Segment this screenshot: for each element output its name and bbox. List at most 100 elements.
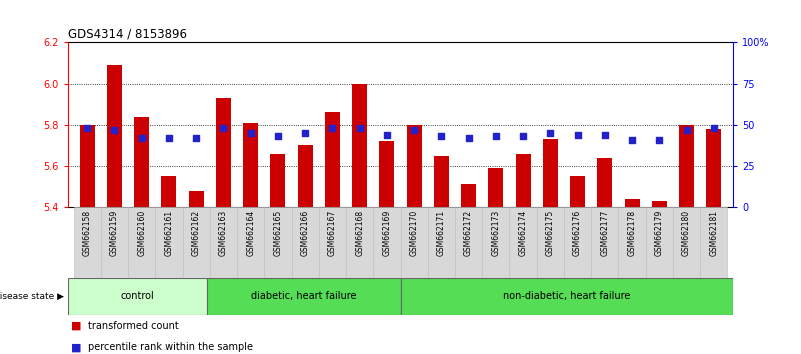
Bar — [134, 116, 149, 207]
Bar — [155, 207, 183, 278]
Point — [626, 137, 638, 142]
Bar — [400, 278, 733, 315]
Bar — [537, 207, 564, 278]
Bar — [101, 207, 128, 278]
Bar — [400, 207, 428, 278]
Bar — [428, 207, 455, 278]
Bar — [591, 207, 618, 278]
Point — [707, 125, 720, 131]
Text: disease state ▶: disease state ▶ — [0, 292, 64, 301]
Text: non-diabetic, heart failure: non-diabetic, heart failure — [503, 291, 630, 302]
Text: diabetic, heart failure: diabetic, heart failure — [251, 291, 356, 302]
Text: GSM662169: GSM662169 — [382, 210, 392, 256]
Bar — [461, 184, 476, 207]
Point — [435, 133, 448, 139]
Bar — [618, 207, 646, 278]
Bar — [162, 176, 176, 207]
Bar — [210, 207, 237, 278]
Bar — [298, 145, 312, 207]
Bar — [189, 191, 203, 207]
Text: GSM662160: GSM662160 — [137, 210, 146, 256]
Point — [81, 125, 94, 131]
Bar — [489, 168, 503, 207]
Text: GSM662179: GSM662179 — [655, 210, 664, 256]
Bar — [434, 156, 449, 207]
Bar — [352, 84, 367, 207]
Point — [190, 135, 203, 141]
Text: ■: ■ — [71, 321, 82, 331]
Point — [217, 125, 230, 131]
Text: GSM662159: GSM662159 — [110, 210, 119, 256]
Bar — [652, 201, 667, 207]
Bar — [216, 98, 231, 207]
Bar — [292, 207, 319, 278]
Point — [408, 127, 421, 132]
Bar — [128, 207, 155, 278]
Bar — [646, 207, 673, 278]
Bar — [79, 125, 95, 207]
Text: GSM662180: GSM662180 — [682, 210, 691, 256]
Text: GSM662164: GSM662164 — [246, 210, 256, 256]
Bar — [264, 207, 292, 278]
Point — [353, 125, 366, 131]
Bar — [373, 207, 400, 278]
Point — [653, 137, 666, 142]
Point — [544, 130, 557, 136]
Bar — [570, 176, 585, 207]
Bar — [625, 199, 639, 207]
Text: GSM662168: GSM662168 — [355, 210, 364, 256]
Text: GSM662167: GSM662167 — [328, 210, 337, 256]
Bar — [380, 141, 394, 207]
Text: GSM662162: GSM662162 — [191, 210, 200, 256]
Point — [680, 127, 693, 132]
Text: GSM662173: GSM662173 — [491, 210, 501, 256]
Text: GSM662166: GSM662166 — [300, 210, 310, 256]
Point — [517, 133, 529, 139]
Text: GSM662163: GSM662163 — [219, 210, 228, 256]
Text: ■: ■ — [71, 342, 82, 352]
Bar — [319, 207, 346, 278]
Text: GSM662176: GSM662176 — [573, 210, 582, 256]
Bar — [482, 207, 509, 278]
Bar — [564, 207, 591, 278]
Text: GSM662165: GSM662165 — [273, 210, 283, 256]
Point — [326, 125, 339, 131]
Bar — [107, 65, 122, 207]
Point — [272, 133, 284, 139]
Bar — [509, 207, 537, 278]
Bar — [237, 207, 264, 278]
Bar — [706, 129, 722, 207]
Point — [380, 132, 393, 137]
Bar — [455, 207, 482, 278]
Bar — [407, 125, 421, 207]
Bar — [68, 278, 207, 315]
Bar — [244, 123, 258, 207]
Point — [299, 130, 312, 136]
Bar — [673, 207, 700, 278]
Bar — [207, 278, 400, 315]
Bar — [346, 207, 373, 278]
Text: GSM662158: GSM662158 — [83, 210, 91, 256]
Point — [571, 132, 584, 137]
Bar — [679, 125, 694, 207]
Point — [135, 135, 148, 141]
Bar — [543, 139, 557, 207]
Point — [462, 135, 475, 141]
Bar — [598, 158, 612, 207]
Bar — [271, 154, 285, 207]
Point — [598, 132, 611, 137]
Text: GSM662175: GSM662175 — [545, 210, 555, 256]
Point — [108, 127, 121, 132]
Text: GSM662174: GSM662174 — [518, 210, 528, 256]
Text: GDS4314 / 8153896: GDS4314 / 8153896 — [68, 28, 187, 41]
Text: control: control — [120, 291, 155, 302]
Text: GSM662161: GSM662161 — [164, 210, 173, 256]
Text: GSM662172: GSM662172 — [464, 210, 473, 256]
Text: GSM662171: GSM662171 — [437, 210, 446, 256]
Bar — [700, 207, 727, 278]
Text: percentile rank within the sample: percentile rank within the sample — [88, 342, 253, 352]
Text: GSM662181: GSM662181 — [710, 210, 718, 256]
Text: GSM662170: GSM662170 — [409, 210, 419, 256]
Bar — [74, 207, 101, 278]
Bar — [325, 113, 340, 207]
